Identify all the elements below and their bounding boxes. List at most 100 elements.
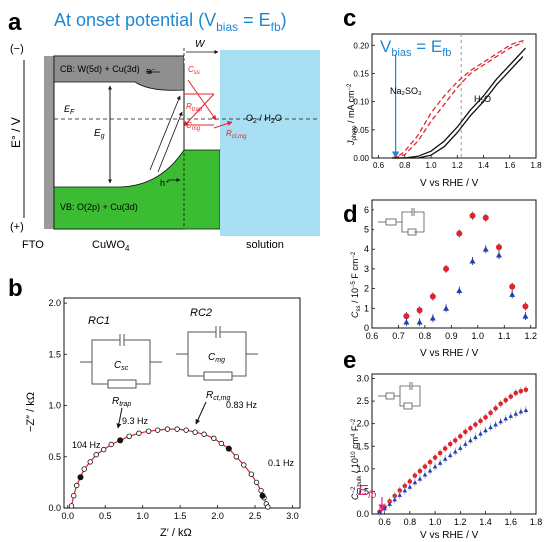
data-point [442, 456, 448, 461]
data-point [493, 406, 498, 411]
energy-axis-label: E° / V [9, 117, 23, 148]
data-point [422, 464, 428, 469]
data-point [498, 419, 503, 424]
data-point [523, 407, 529, 412]
plus-label: (+) [10, 221, 24, 233]
data-point [503, 416, 509, 421]
impedance-point [81, 466, 87, 472]
data-point [482, 214, 489, 221]
csc-label: Csc [114, 360, 129, 372]
cuwo4-label: CuWO4 [92, 239, 130, 253]
data-point [473, 434, 478, 440]
panel-d-ylabel: Css / 10−5 F cm−2 [350, 251, 362, 318]
y-tick-label: 0.0 [356, 509, 369, 519]
frequency-marker [259, 492, 266, 499]
y-tick-label: 1 [364, 303, 369, 313]
data-point [488, 410, 493, 416]
series-label-na2so3: Na₂SO₃ [390, 86, 422, 96]
panel-c-plot-area [371, 33, 537, 159]
data-point [387, 501, 392, 506]
data-point [503, 397, 509, 403]
impedance-point [87, 459, 93, 465]
ef-label: EF [64, 104, 75, 116]
minus-label: (−) [10, 43, 24, 55]
y-tick-label: 2.0 [48, 298, 61, 308]
x-tick-label: 1.0 [429, 517, 442, 527]
y-tick-label: 0 [364, 323, 369, 333]
vb-label: VB: O(2p) + Cu(3d) [60, 202, 138, 212]
data-point [509, 283, 516, 290]
data-point [443, 305, 450, 311]
impedance-point [253, 479, 260, 486]
impedance-point [183, 427, 189, 433]
data-point [456, 230, 463, 237]
x-tick-label: 0.5 [99, 511, 112, 521]
data-point [513, 411, 519, 416]
panel-c-xlabel: V vs RHE / V [420, 178, 479, 189]
hole-label: h⁺ [160, 178, 170, 188]
x-tick-label: 3.0 [286, 511, 299, 521]
data-point [442, 446, 448, 451]
panel-c-ylabel: Jphoto / mA cm−2 [346, 83, 358, 146]
impedance-point [74, 482, 80, 489]
cmg-label-b: Cmg [208, 352, 225, 364]
rc2-circuit [176, 326, 258, 381]
data-point [429, 293, 436, 300]
panel-d-letter: d [343, 201, 358, 228]
data-point [473, 422, 478, 427]
data-point [508, 394, 514, 399]
y-tick-label: 0.20 [353, 41, 369, 50]
data-point [432, 455, 438, 460]
data-point [478, 418, 483, 424]
data-point [417, 476, 423, 481]
data-point [493, 422, 498, 427]
rct-label-b: Rct,mg [206, 390, 230, 402]
y-tick-label: 5 [364, 225, 369, 235]
series-line-2 [391, 47, 526, 159]
panel-e-ylabel: C−2bulk / 1010 cm4 F−2 [350, 418, 363, 500]
impedance-point [265, 504, 271, 510]
data-point [407, 479, 413, 484]
freq-label-0-1: 0.1 Hz [268, 458, 295, 468]
impedance-point [126, 433, 132, 439]
panel-b-plot-area [63, 297, 301, 509]
impedance-point [258, 487, 264, 494]
rct-label-a: Rct,mg [226, 129, 247, 140]
data-point [416, 319, 423, 325]
frequency-marker [225, 445, 232, 452]
data-point [458, 434, 463, 439]
data-point [432, 464, 438, 469]
data-point [403, 319, 410, 325]
y-tick-label: 0.10 [353, 98, 369, 107]
fto-layer [44, 56, 54, 229]
panel-e: e 0.6 0.8 1.0 1.2 1.4 1.6 1.8 0.0 0.5 1.0 1.5 2.0 2.… [343, 347, 542, 541]
panel-e-letter: e [343, 347, 356, 374]
y-tick-label: 1.5 [356, 441, 369, 451]
impedance-point [248, 471, 255, 477]
x-tick-label: 1.0 [136, 511, 149, 521]
data-point [468, 425, 473, 431]
panel-d-plot-area [371, 199, 537, 329]
panel-b-ylabel: −Z″ / kΩ [25, 392, 37, 432]
data-point [447, 452, 453, 458]
impedance-point [164, 426, 171, 432]
impedance-point [192, 429, 198, 435]
x-tick-label: 2.0 [211, 511, 224, 521]
fto-label: FTO [22, 239, 44, 251]
impedance-point [71, 493, 77, 499]
data-point [522, 303, 529, 310]
data-point [443, 265, 450, 272]
x-tick-label: 1.2 [452, 161, 464, 170]
x-tick-label: 1.1 [498, 331, 511, 341]
panel-b-letter: b [8, 275, 23, 302]
data-point [437, 450, 443, 456]
efb-label: Efb [358, 482, 377, 501]
panel-e-xlabel: V vs RHE / V [420, 530, 479, 541]
panel-c-letter: c [343, 5, 356, 32]
impedance-point [201, 431, 207, 437]
x-tick-label: 0.9 [445, 331, 458, 341]
data-point [518, 409, 524, 414]
y-tick-label: 1.0 [356, 464, 369, 474]
data-point [417, 468, 423, 474]
panel-a: a At onset potential (Vbias = Efb) (−) (… [8, 9, 320, 253]
